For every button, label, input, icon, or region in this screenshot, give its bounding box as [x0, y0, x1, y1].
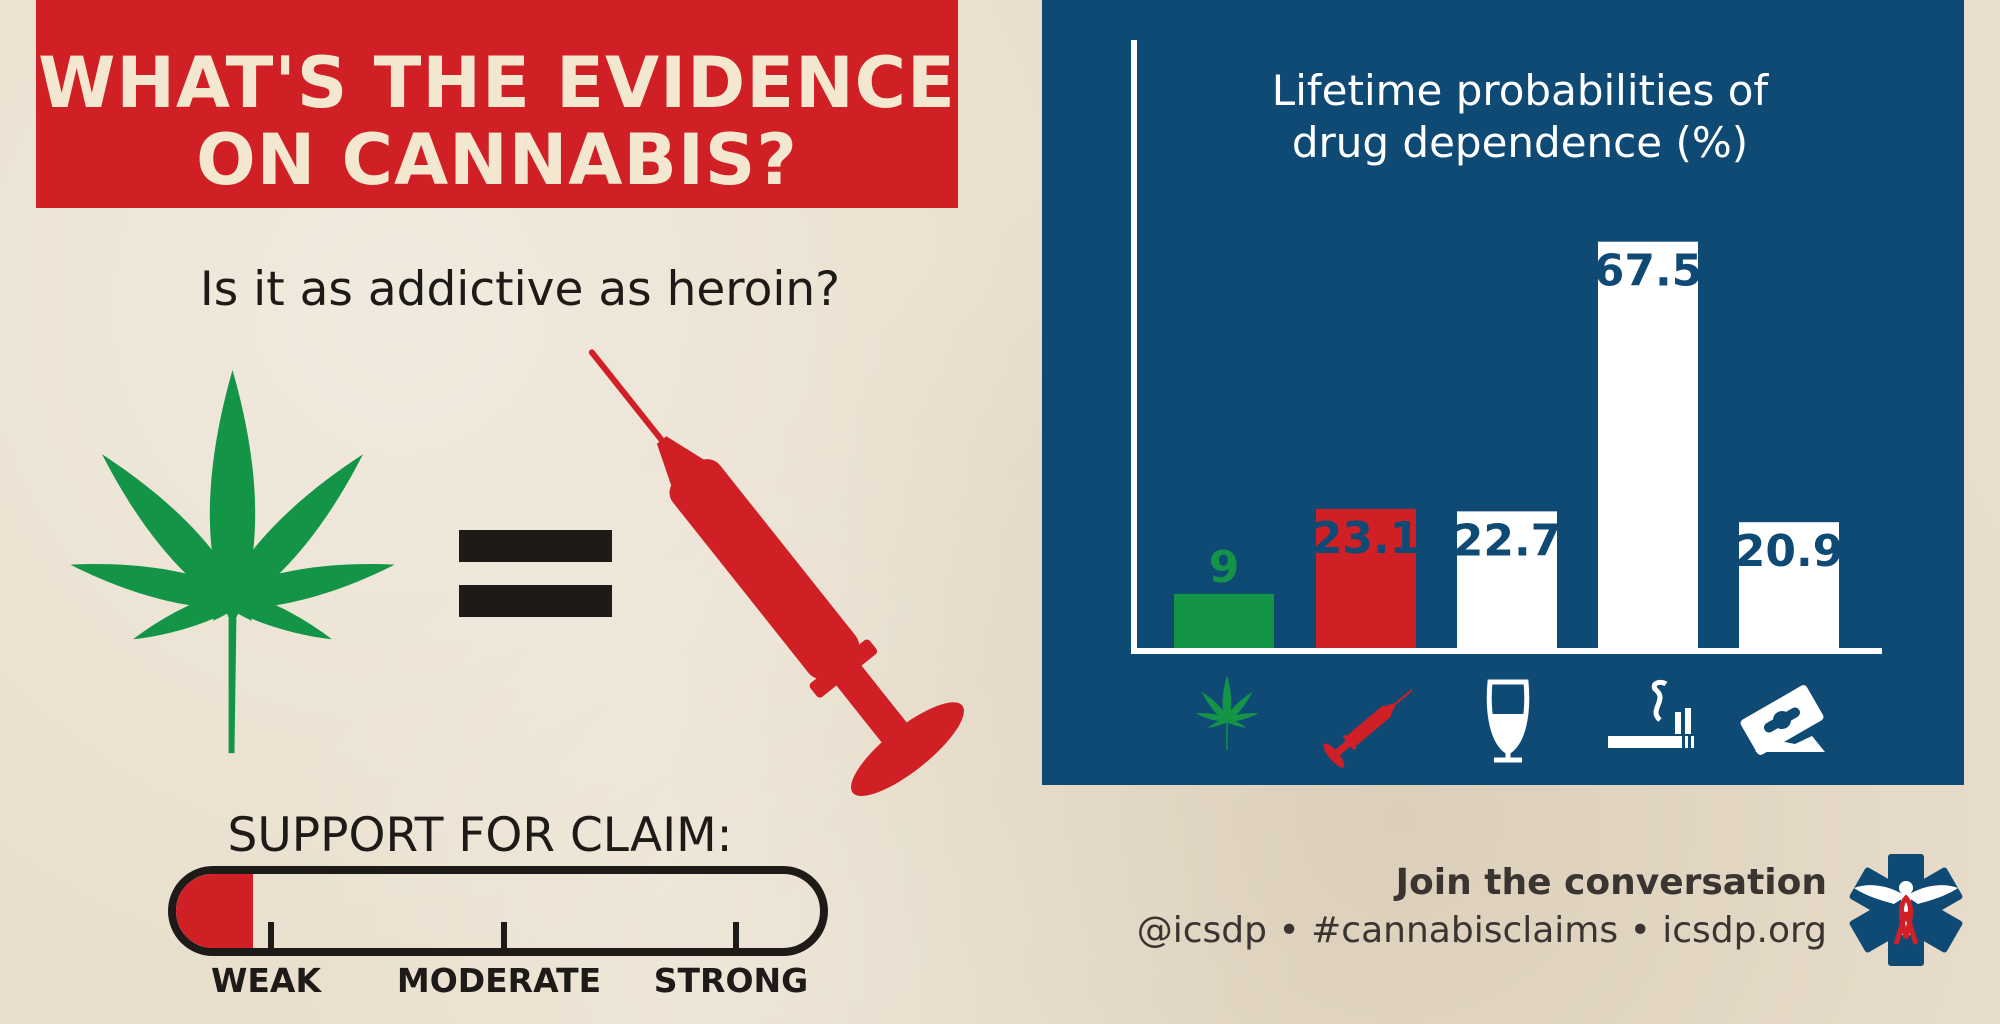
cannabis-leaf-icon: [70, 370, 395, 754]
chart-title-line-2: drug dependence (%): [1291, 118, 1749, 167]
meter-tick-moderate: [501, 922, 507, 948]
icsdp-logo-icon: [1849, 854, 1963, 966]
support-meter-fill: [176, 874, 254, 948]
bar-value-label-3: 22.7: [1453, 515, 1562, 566]
title-banner: WHAT'S THE EVIDENCE ON CANNABIS?: [36, 0, 958, 208]
bar-value-label-2: 23.1: [1312, 513, 1421, 564]
meter-tick-strong: [733, 922, 739, 948]
tobacco-cigarette-icon: [1608, 679, 1694, 748]
equals-bar-top: [459, 530, 612, 562]
meter-label-moderate: MODERATE: [396, 961, 602, 1000]
alcohol-wine-glass-icon: [1486, 679, 1530, 763]
syringe-icon: [588, 349, 964, 796]
title-line-1: WHAT'S THE EVIDENCE: [38, 42, 956, 124]
support-meter: [168, 866, 828, 956]
bar-value-label-5: 20.9: [1735, 526, 1844, 577]
meter-label-weak: WEAK: [210, 961, 322, 1000]
meter-tick-weak: [268, 922, 274, 948]
meter-label-strong: STRONG: [653, 961, 809, 1000]
cannabis-icon: [1195, 675, 1259, 751]
cocaine-razor-icon: [1740, 685, 1825, 755]
equals-bar-bottom: [459, 585, 612, 617]
chart-title-line-1: Lifetime probabilities of: [1271, 66, 1769, 115]
bar-4: [1598, 241, 1698, 649]
question-text: Is it as addictive as heroin?: [199, 262, 841, 317]
bar-value-label-4: 67.5: [1594, 246, 1703, 297]
bar-value-label-1: 9: [1209, 542, 1240, 593]
bar-5: [1739, 522, 1839, 648]
title-line-2: ON CANNABIS?: [196, 119, 798, 201]
support-title: SUPPORT FOR CLAIM:: [227, 808, 733, 863]
bar-2: [1316, 508, 1416, 648]
social-handles-text[interactable]: @icsdp • #cannabisclaims • icsdp.org: [1136, 910, 1827, 951]
join-conversation-text: Join the conversation: [1395, 862, 1827, 903]
heroin-syringe-icon: [1323, 689, 1413, 768]
bar-1: [1174, 593, 1274, 648]
bar-3: [1457, 511, 1557, 648]
chart-panel: [1042, 0, 1964, 785]
